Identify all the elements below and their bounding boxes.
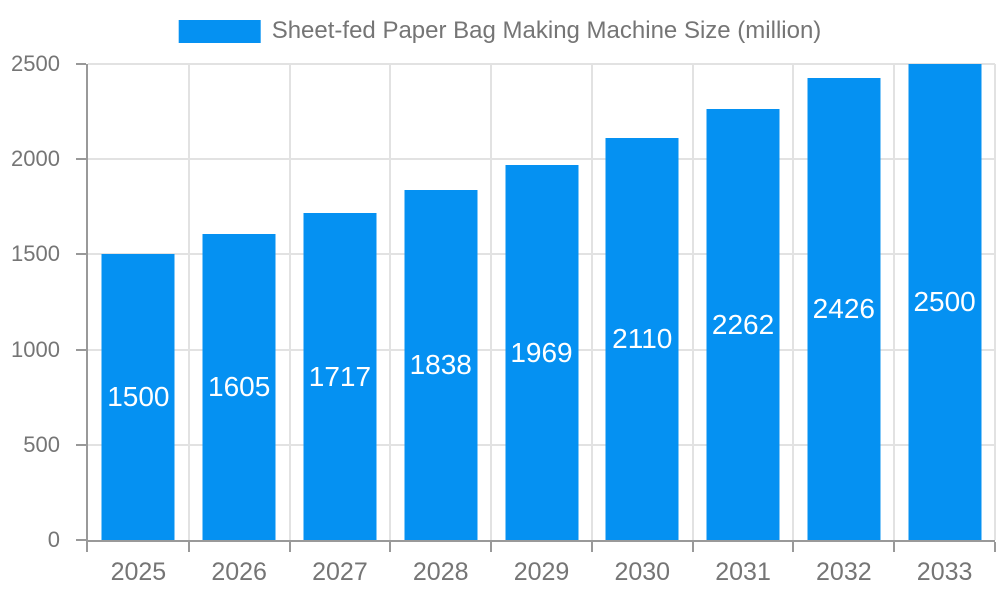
bar-value-label: 1838 xyxy=(409,349,472,381)
bar[interactable]: 2262 xyxy=(706,109,780,540)
bar[interactable]: 1838 xyxy=(404,190,478,540)
plot-area: 1500 1605 1717 1838 1969 2110 2262 2426 2500 xyxy=(76,63,996,552)
legend[interactable]: Sheet-fed Paper Bag Making Machine Size … xyxy=(178,17,822,45)
horizontal-gridline xyxy=(88,158,995,161)
x-tick-mark xyxy=(792,542,795,552)
y-tick-mark xyxy=(76,348,86,351)
vertical-gridline xyxy=(288,64,291,540)
y-tick-label: 2000 xyxy=(11,146,60,172)
legend-swatch xyxy=(178,19,261,43)
vertical-gridline xyxy=(792,64,795,540)
y-tick-label: 0 xyxy=(47,527,60,552)
bar-value-label: 1717 xyxy=(308,360,372,392)
x-tick-mark xyxy=(994,542,996,552)
bar[interactable]: 2110 xyxy=(605,138,679,540)
bar[interactable]: 2500 xyxy=(908,64,982,540)
bar[interactable]: 1717 xyxy=(303,213,377,540)
x-tick-mark xyxy=(187,542,190,552)
vertical-gridline xyxy=(389,64,392,540)
bar[interactable]: 1500 xyxy=(101,254,175,540)
horizontal-gridline xyxy=(88,63,995,65)
vertical-gridline xyxy=(893,64,896,540)
y-tick-label: 500 xyxy=(23,431,60,457)
vertical-gridline xyxy=(994,64,996,540)
y-tick-mark xyxy=(76,443,86,446)
bar-value-label: 1500 xyxy=(107,381,170,413)
y-tick-mark xyxy=(76,63,86,65)
x-tick-mark xyxy=(490,542,493,552)
y-tick-label: 1000 xyxy=(11,336,60,362)
x-tick-mark xyxy=(590,542,593,552)
x-axis-line xyxy=(86,540,995,542)
bar[interactable]: 1605 xyxy=(202,234,276,540)
bar[interactable]: 2426 xyxy=(807,78,881,540)
x-tick-mark xyxy=(288,542,291,552)
x-tick-mark xyxy=(691,542,694,552)
y-tick-label: 1500 xyxy=(11,241,60,267)
x-axis-labels: 2025 2026 2027 2028 2029 2030 2031 2032 2033 xyxy=(88,558,995,592)
y-tick-mark xyxy=(76,539,86,541)
x-tick-label: 2028 xyxy=(412,558,469,586)
bar-value-label: 2426 xyxy=(812,293,875,325)
x-tick-label: 2031 xyxy=(715,558,771,586)
vertical-gridline xyxy=(691,64,694,540)
y-tick-mark xyxy=(76,158,86,161)
y-tick-label: 2500 xyxy=(11,51,60,76)
bar-value-label: 1969 xyxy=(510,336,573,368)
x-tick-label: 2026 xyxy=(211,558,267,586)
x-tick-label: 2027 xyxy=(312,558,368,586)
bar-value-label: 2110 xyxy=(612,323,673,355)
vertical-gridline xyxy=(187,64,190,540)
vertical-gridline xyxy=(490,64,493,540)
x-tick-label: 2033 xyxy=(916,558,973,586)
y-tick-mark xyxy=(76,253,86,256)
legend-label: Sheet-fed Paper Bag Making Machine Size … xyxy=(271,17,822,44)
x-tick-label: 2029 xyxy=(513,558,570,586)
vertical-gridline xyxy=(590,64,593,540)
x-tick-label: 2025 xyxy=(110,558,167,586)
bar-value-label: 2262 xyxy=(711,308,775,340)
x-tick-label: 2030 xyxy=(614,558,671,586)
bar-value-label: 1605 xyxy=(208,371,271,403)
x-tick-label: 2032 xyxy=(816,558,872,586)
bar[interactable]: 1969 xyxy=(505,165,578,540)
x-tick-mark xyxy=(389,542,392,552)
bar-value-label: 2500 xyxy=(913,286,976,317)
y-axis-labels: 0 500 1000 1500 2000 2500 xyxy=(0,51,74,552)
x-tick-mark xyxy=(893,542,896,552)
y-axis-line xyxy=(86,64,88,552)
